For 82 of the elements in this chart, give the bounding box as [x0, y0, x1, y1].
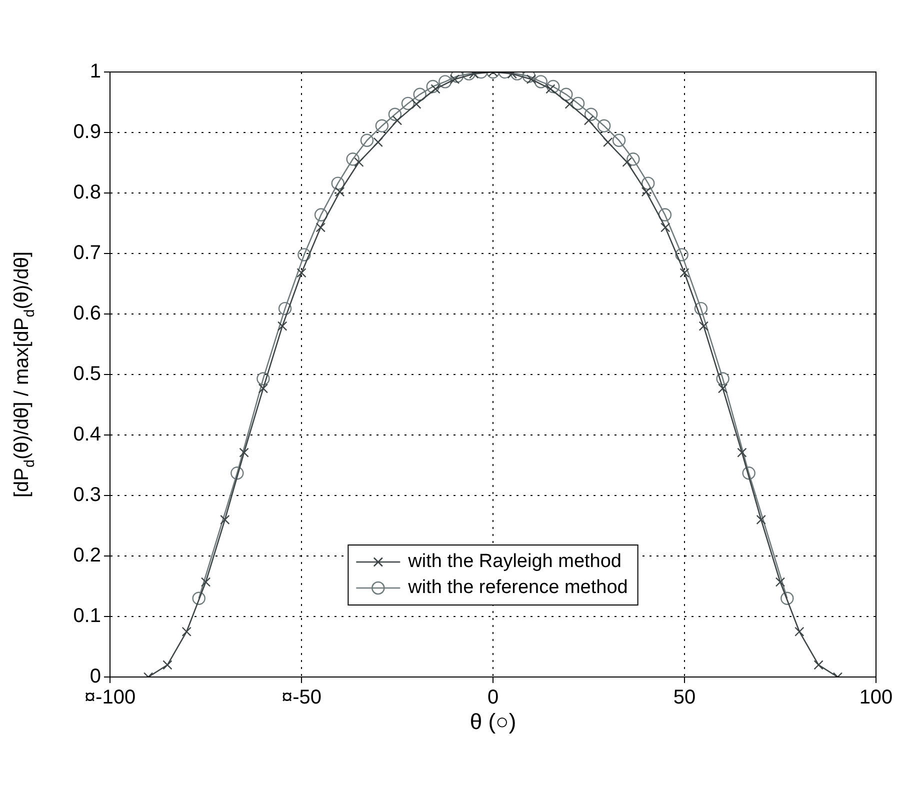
point — [450, 72, 464, 83]
point — [220, 514, 230, 525]
point — [571, 96, 585, 110]
point — [612, 134, 626, 147]
point — [780, 592, 794, 605]
point — [660, 222, 670, 232]
y-tick-label: 0.3 — [73, 484, 101, 506]
y-tick-label: 0.4 — [73, 424, 101, 446]
point — [278, 321, 288, 331]
point — [346, 152, 360, 166]
point — [200, 577, 211, 587]
point — [626, 152, 640, 166]
point — [413, 88, 426, 101]
point — [426, 80, 440, 94]
point — [298, 248, 311, 262]
point — [450, 74, 460, 84]
point — [675, 248, 688, 262]
point — [331, 176, 344, 190]
point — [775, 577, 786, 587]
point — [814, 660, 824, 670]
x-tick-label: 100 — [859, 686, 893, 709]
point — [334, 186, 345, 197]
x-tick-label: ¤-100 — [84, 686, 136, 709]
point — [360, 134, 374, 147]
y-tick-label: 0.5 — [73, 363, 101, 386]
point — [742, 466, 756, 480]
point — [354, 157, 364, 167]
point — [597, 119, 611, 132]
point — [716, 372, 730, 386]
x-tick-label: ¤-50 — [281, 686, 322, 709]
point — [603, 137, 613, 148]
point — [296, 268, 306, 278]
point — [584, 108, 598, 121]
x-axis-title: θ (○) — [470, 709, 516, 734]
x-tick-label: 0 — [487, 686, 499, 709]
y-tick-label: 0 — [90, 666, 101, 688]
y-tick-label: 1 — [90, 60, 101, 83]
point — [392, 116, 402, 126]
point — [560, 88, 573, 101]
point — [192, 592, 206, 605]
y-tick-label: 0.7 — [73, 242, 101, 264]
point — [794, 626, 804, 636]
point — [526, 74, 536, 84]
point — [584, 116, 594, 126]
point — [438, 75, 452, 88]
y-tick-label: 0.2 — [73, 544, 101, 567]
y-tick-label: 0.1 — [73, 605, 101, 628]
point — [564, 99, 574, 109]
x-tick-label: 50 — [673, 686, 696, 709]
y-tick-label: 0.9 — [73, 121, 101, 144]
point — [694, 302, 708, 316]
point — [373, 137, 383, 148]
point — [256, 372, 270, 386]
point — [258, 384, 268, 394]
point — [756, 514, 766, 525]
point — [375, 119, 389, 132]
point — [680, 268, 690, 278]
point — [230, 466, 244, 480]
point — [522, 72, 536, 83]
legend-label: with the reference method — [407, 577, 628, 598]
point — [182, 626, 192, 636]
point — [239, 448, 249, 458]
point — [622, 157, 632, 167]
point — [698, 321, 708, 331]
point — [162, 660, 172, 670]
point — [412, 99, 422, 109]
point — [718, 384, 728, 394]
point — [278, 302, 292, 316]
point — [401, 96, 415, 110]
point — [737, 448, 747, 458]
point — [314, 208, 328, 222]
point — [316, 222, 326, 232]
y-axis-title: [dPd(θ)/dθ] / max[dPd(θ)/dθ] — [11, 251, 38, 498]
y-tick-label: 0.6 — [73, 302, 101, 325]
y-tick-label: 0.8 — [73, 182, 101, 204]
point — [534, 75, 548, 88]
point — [658, 208, 672, 222]
point — [546, 80, 560, 94]
point — [388, 108, 402, 121]
point — [642, 176, 655, 190]
point — [641, 186, 652, 197]
legend-label: with the Rayleigh method — [407, 551, 622, 572]
